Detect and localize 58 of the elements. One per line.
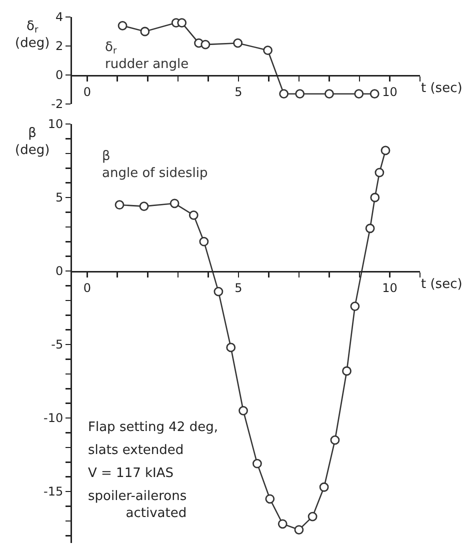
y-tick-label: -5 [51, 338, 64, 352]
point [279, 89, 289, 99]
point [370, 192, 380, 202]
annotation: slats extended [88, 443, 184, 458]
point [330, 435, 340, 445]
point [263, 46, 272, 56]
point [295, 89, 305, 99]
x-axis-title: t (sec) [421, 277, 462, 292]
point [233, 38, 243, 48]
y-tick-label: 4 [55, 10, 64, 24]
y-axis-title: δ$_{r}$ (deg) [15, 19, 50, 51]
point [278, 519, 288, 529]
point [214, 286, 224, 296]
point [374, 168, 384, 178]
annotation: spoiler-ailerons activated [88, 489, 187, 521]
point [308, 512, 318, 522]
point [319, 482, 329, 492]
point [294, 525, 304, 534]
y-tick-label: -10 [43, 411, 64, 426]
point [170, 198, 180, 208]
point [370, 89, 380, 99]
y-tick-label: -15 [43, 484, 64, 499]
point [139, 202, 149, 212]
point [380, 146, 390, 156]
x-tick-label: 5 [234, 84, 242, 99]
y-tick-label: 0 [55, 68, 64, 82]
series-label: δ$_{r}$ rudder angle [105, 40, 189, 72]
point [342, 366, 352, 376]
point [118, 21, 128, 30]
x-tick-label: 10 [382, 84, 398, 99]
x-tick-label: 5 [234, 280, 242, 295]
point [354, 89, 364, 99]
x-tick-label: 0 [83, 280, 91, 295]
y-tick-label: 5 [55, 190, 64, 205]
annotation: V = 117 kIAS [88, 466, 174, 481]
y-tick-label: 10 [48, 117, 64, 132]
y-tick-label: -2 [51, 97, 64, 112]
point [365, 224, 375, 234]
point [188, 210, 198, 220]
annotation: Flap setting 42 deg, [88, 420, 218, 435]
series-label: β angle of sideslip [102, 149, 208, 181]
point [324, 89, 334, 99]
x-tick-label: 10 [382, 280, 398, 295]
point [238, 406, 248, 416]
point [199, 236, 209, 246]
y-axis-title: β (deg) [15, 126, 50, 158]
y-tick-label: 0 [55, 264, 64, 278]
x-tick-label: 0 [83, 84, 91, 99]
point [140, 26, 150, 36]
point [350, 302, 360, 311]
point [265, 494, 275, 504]
point [200, 40, 210, 50]
y-tick-label: 2 [55, 39, 64, 54]
point [226, 342, 236, 352]
point [177, 18, 187, 28]
point [114, 200, 124, 210]
point [252, 458, 262, 468]
x-axis-title: t (sec) [421, 81, 462, 96]
